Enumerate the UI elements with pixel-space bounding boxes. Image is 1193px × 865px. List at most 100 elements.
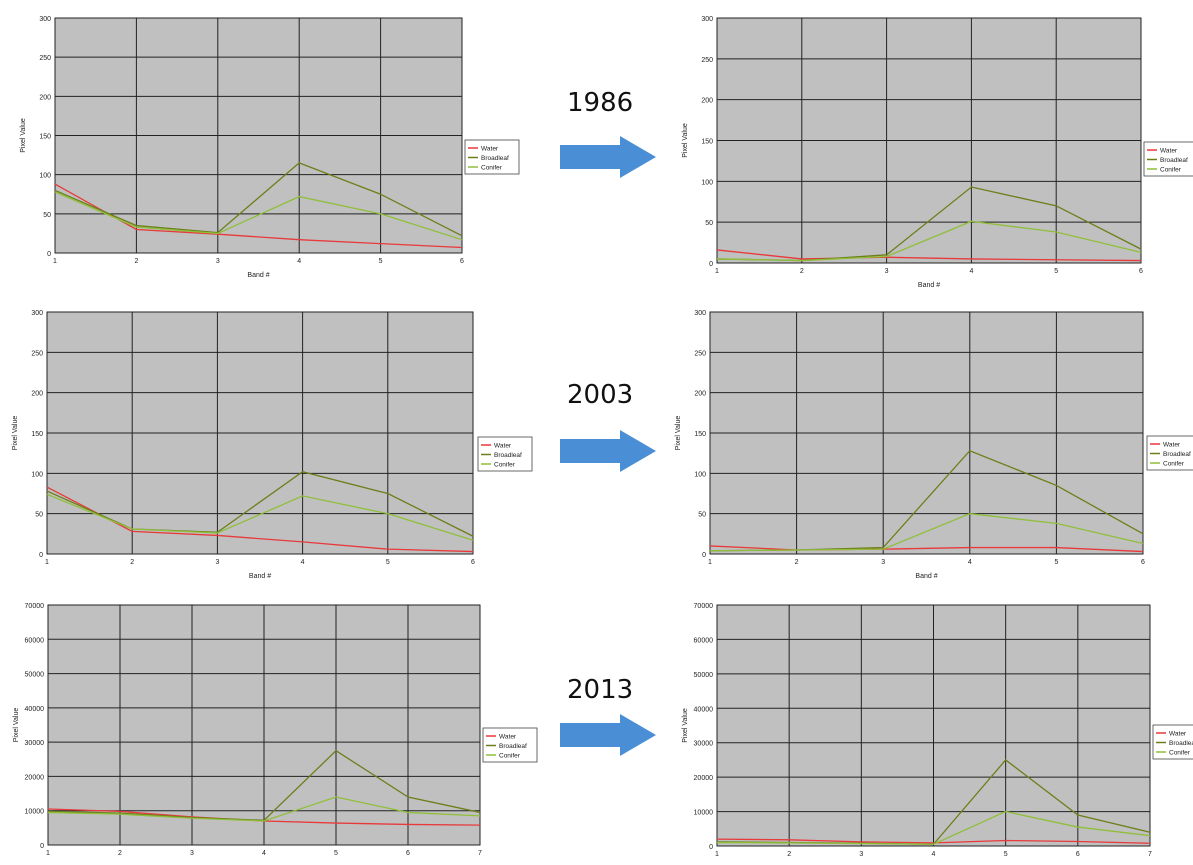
legend-label-water: Water (1169, 731, 1187, 738)
y-tick-label: 300 (39, 16, 51, 23)
y-axis-label: Pixel Value (20, 118, 27, 153)
y-tick-label: 50 (35, 512, 43, 519)
y-tick-label: 50000 (694, 672, 714, 679)
y-tick-label: 10000 (25, 809, 45, 816)
y-tick-label: 100 (31, 471, 43, 478)
y-tick-label: 100 (701, 179, 713, 186)
y-tick-label: 50 (43, 212, 51, 219)
x-tick-label: 2 (118, 850, 122, 857)
legend-label-water: Water (1160, 148, 1178, 155)
year-label-2003: 2003 (567, 380, 634, 410)
y-tick-label: 0 (40, 843, 44, 850)
legend-label-broadleaf: Broadleaf (1163, 451, 1191, 458)
x-axis-label: Band # (247, 272, 269, 279)
x-tick-label: 1 (715, 268, 719, 275)
y-axis-label: Pixel Value (675, 416, 682, 451)
y-tick-label: 50 (705, 220, 713, 227)
y-tick-label: 0 (39, 552, 43, 559)
x-tick-label: 6 (1141, 559, 1145, 566)
series-line-conifer (716, 810, 1151, 845)
x-tick-label: 5 (334, 850, 338, 857)
y-tick-label: 100 (39, 173, 51, 180)
x-tick-label: 3 (216, 258, 220, 265)
series-line-broadleaf (54, 162, 463, 237)
x-tick-label: 7 (1148, 851, 1152, 858)
y-tick-label: 30000 (694, 741, 714, 748)
y-tick-label: 50 (698, 512, 706, 519)
y-tick-label: 250 (694, 350, 706, 357)
series-line-water (46, 486, 474, 553)
x-tick-label: 1 (46, 850, 50, 857)
chart-1986-right: 0 50 100 150 200 250 300 1 2 3 4 5 6 Band # Pixel Valu… (682, 16, 1193, 289)
x-tick-label: 4 (932, 851, 936, 858)
y-tick-label: 300 (701, 16, 713, 23)
chart-2003-right: 0 50 100 150 200 250 300 1 2 3 4 5 6 Band # Pixel Valu… (675, 310, 1193, 580)
y-tick-label: 0 (709, 844, 713, 851)
x-tick-label: 3 (885, 268, 889, 275)
legend-label-water: Water (1163, 442, 1181, 449)
x-tick-label: 5 (1054, 559, 1058, 566)
y-tick-label: 250 (31, 350, 43, 357)
right-arrow-icon (560, 136, 656, 178)
legend-label-water: Water (494, 443, 512, 450)
x-tick-label: 6 (1139, 268, 1143, 275)
x-tick-label: 5 (1054, 268, 1058, 275)
y-tick-label: 250 (701, 57, 713, 64)
legend-label-broadleaf: Broadleaf (1160, 157, 1188, 164)
x-tick-label: 1 (715, 851, 719, 858)
x-tick-label: 5 (386, 559, 390, 566)
y-axis-label: Pixel Value (12, 416, 19, 451)
series-line-water (716, 838, 1151, 844)
y-tick-label: 200 (39, 94, 51, 101)
y-tick-label: 300 (31, 310, 43, 317)
series-line-conifer (709, 513, 1144, 552)
legend-label-conifer: Conifer (499, 753, 521, 760)
x-tick-label: 4 (301, 559, 305, 566)
legend-label-conifer: Conifer (494, 462, 516, 469)
chart-2003-left: 0 50 100 150 200 250 300 1 2 3 4 5 6 Band # Pixel Valu… (12, 310, 533, 580)
year-label-2013: 2013 (567, 675, 634, 705)
y-tick-label: 300 (694, 310, 706, 317)
y-tick-label: 10000 (694, 810, 714, 817)
x-tick-label: 2 (787, 851, 791, 858)
series-line-conifer (54, 191, 463, 241)
y-tick-label: 0 (702, 552, 706, 559)
legend-label-broadleaf: Broadleaf (481, 155, 509, 162)
y-tick-label: 50000 (25, 672, 45, 679)
y-tick-label: 70000 (694, 603, 714, 610)
x-tick-label: 3 (215, 559, 219, 566)
series-line-broadleaf (47, 749, 481, 821)
chart-2013-right: 0 10000 20000 30000 40000 50000 60000 70000 1 2 3 4… (682, 603, 1193, 858)
legend-label-water: Water (481, 146, 499, 153)
x-tick-label: 6 (471, 559, 475, 566)
x-tick-label: 2 (800, 268, 804, 275)
x-tick-label: 7 (478, 850, 482, 857)
y-tick-label: 20000 (694, 775, 714, 782)
x-tick-label: 4 (969, 268, 973, 275)
chart-1986-left: 0 50 100 150 200 250 300 1 2 3 4 5 6 Band # Pixel Valu… (20, 16, 520, 279)
y-tick-label: 40000 (25, 706, 45, 713)
y-tick-label: 30000 (25, 740, 45, 747)
x-tick-label: 6 (1076, 851, 1080, 858)
y-tick-label: 100 (694, 471, 706, 478)
legend-label-water: Water (499, 734, 517, 741)
legend-label-broadleaf: Broadleaf (494, 452, 522, 459)
legend-label-conifer: Conifer (481, 165, 503, 172)
y-tick-label: 150 (31, 431, 43, 438)
y-tick-label: 70000 (25, 603, 45, 610)
y-tick-label: 60000 (694, 637, 714, 644)
x-tick-label: 2 (795, 559, 799, 566)
y-tick-label: 0 (47, 251, 51, 258)
y-tick-label: 200 (701, 98, 713, 105)
x-tick-label: 6 (460, 258, 464, 265)
x-axis-label: Band # (249, 573, 271, 580)
x-axis-label: Band # (918, 282, 940, 289)
x-tick-label: 3 (881, 559, 885, 566)
y-tick-label: 250 (39, 55, 51, 62)
x-tick-label: 1 (708, 559, 712, 566)
legend-label-broadleaf: Broadleaf (1169, 740, 1193, 747)
y-tick-label: 40000 (694, 706, 714, 713)
x-tick-label: 4 (968, 559, 972, 566)
y-tick-label: 150 (39, 134, 51, 141)
y-tick-label: 60000 (25, 637, 45, 644)
